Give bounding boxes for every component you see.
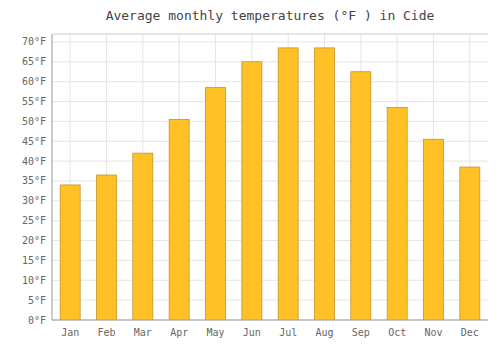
x-tick-label: Apr <box>170 327 188 338</box>
x-tick-label: Jul <box>279 327 297 338</box>
y-tick-label: 30°F <box>22 195 46 206</box>
y-grid-line <box>52 220 488 221</box>
bar <box>169 119 189 320</box>
y-grid-line <box>52 141 488 142</box>
bar <box>351 72 371 320</box>
y-grid-line <box>52 41 488 42</box>
y-grid-line <box>52 121 488 122</box>
y-grid-line <box>52 280 488 281</box>
y-grid-line <box>52 180 488 181</box>
y-tick-label: 70°F <box>22 36 46 47</box>
y-tick-label: 0°F <box>28 315 46 326</box>
bar <box>60 185 80 320</box>
x-tick-label: Nov <box>424 327 442 338</box>
y-grid-line <box>52 240 488 241</box>
bar <box>278 48 298 320</box>
axes: 0°F 5°F 10°F 15°F 20°F 25°F 30°F 35°F 40°F 45°F 50… <box>22 34 488 338</box>
y-grid-line <box>52 300 488 301</box>
bars <box>60 48 480 320</box>
bar <box>424 139 444 320</box>
y-tick-label: 55°F <box>22 96 46 107</box>
y-grid-line <box>52 200 488 201</box>
y-tick-label: 5°F <box>28 295 46 306</box>
y-tick-label: 20°F <box>22 235 46 246</box>
y-grid-line <box>52 61 488 62</box>
plot-top-line <box>52 34 488 35</box>
y-tick-label: 60°F <box>22 76 46 87</box>
y-tick-label: 15°F <box>22 255 46 266</box>
x-tick-label: Jan <box>61 327 79 338</box>
y-grid-line <box>52 81 488 82</box>
bar <box>133 153 153 320</box>
x-tick-label: Oct <box>388 327 406 338</box>
bar <box>206 88 226 320</box>
y-tick-label: 10°F <box>22 275 46 286</box>
bar <box>460 167 480 320</box>
chart-container: Average monthly temperatures (°F ) in Ci… <box>0 0 500 350</box>
y-grid-line <box>52 101 488 102</box>
x-tick-label: Jun <box>243 327 261 338</box>
bar <box>315 48 335 320</box>
y-tick-label: 35°F <box>22 175 46 186</box>
y-tick-label: 65°F <box>22 56 46 67</box>
x-tick-label: Mar <box>134 327 152 338</box>
x-axis-line <box>52 320 488 321</box>
chart-svg: Average monthly temperatures (°F ) in Ci… <box>0 0 500 350</box>
y-grid-line <box>52 260 488 261</box>
x-tick-label: Dec <box>461 327 479 338</box>
x-tick-label: Sep <box>352 327 370 338</box>
y-tick-label: 45°F <box>22 136 46 147</box>
x-tick-label: May <box>206 327 224 338</box>
y-tick-label: 40°F <box>22 156 46 167</box>
bar <box>387 107 407 320</box>
y-grid-line <box>52 161 488 162</box>
y-tick-label: 25°F <box>22 215 46 226</box>
grid <box>52 34 488 320</box>
y-axis-line <box>52 34 53 320</box>
x-tick-label: Aug <box>315 327 333 338</box>
y-grid-line <box>52 320 488 321</box>
bar <box>242 62 262 320</box>
x-tick-label: Feb <box>97 327 115 338</box>
y-tick-label: 50°F <box>22 116 46 127</box>
bar <box>97 175 117 320</box>
chart-title: Average monthly temperatures (°F ) in Ci… <box>106 8 435 23</box>
